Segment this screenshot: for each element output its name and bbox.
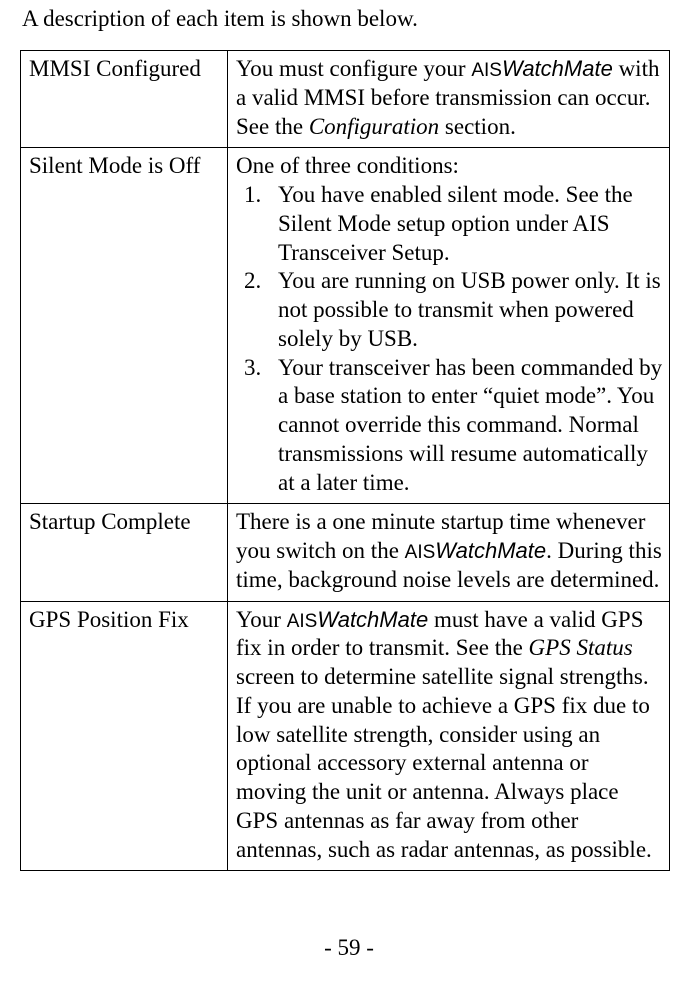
text-segment: screen to determine satellite signal str… [236,664,652,862]
row-body-intro: One of three conditions: [236,152,663,181]
row-body-paragraph: There is a one minute startup time whene… [236,508,663,594]
page: A description of each item is shown belo… [0,0,698,991]
text-segment: Your [236,607,287,632]
row-label: Startup Complete [21,504,228,601]
table-row: Startup CompleteThere is a one minute st… [21,504,670,601]
text-segment: AIS [471,60,502,81]
text-segment: GPS Status [529,635,633,660]
row-body: Your AISWatchMate must have a valid GPS … [228,601,670,871]
description-table-body: MMSI ConfiguredYou must configure your A… [21,51,670,871]
text-segment: AIS [287,611,318,632]
page-number: - 59 - [0,935,698,961]
text-segment: You must configure your [236,56,471,81]
table-row: Silent Mode is OffOne of three condition… [21,148,670,504]
row-body: There is a one minute startup time whene… [228,504,670,601]
text-segment: AIS [405,542,436,563]
text-segment: Configuration [309,114,439,139]
row-body-paragraph: Your AISWatchMate must have a valid GPS … [236,606,663,865]
condition-item: You have enabled silent mode. See the Si… [278,181,663,267]
row-label: GPS Position Fix [21,601,228,871]
condition-item: You are running on USB power only. It is… [278,267,663,353]
row-body: One of three conditions:You have enabled… [228,148,670,504]
condition-list: You have enabled silent mode. See the Si… [236,181,663,497]
intro-text: A description of each item is shown belo… [22,6,670,32]
text-segment: WatchMate [317,607,428,632]
row-label: Silent Mode is Off [21,148,228,504]
description-table: MMSI ConfiguredYou must configure your A… [20,50,670,871]
condition-item: Your transceiver has been commanded by a… [278,354,663,498]
row-body-paragraph: You must configure your AISWatchMate wit… [236,55,663,141]
row-body: You must configure your AISWatchMate wit… [228,51,670,148]
text-segment: section. [439,114,516,139]
table-row: MMSI ConfiguredYou must configure your A… [21,51,670,148]
text-segment: WatchMate [502,56,613,81]
row-label: MMSI Configured [21,51,228,148]
table-row: GPS Position FixYour AISWatchMate must h… [21,601,670,871]
text-segment: WatchMate [435,538,546,563]
